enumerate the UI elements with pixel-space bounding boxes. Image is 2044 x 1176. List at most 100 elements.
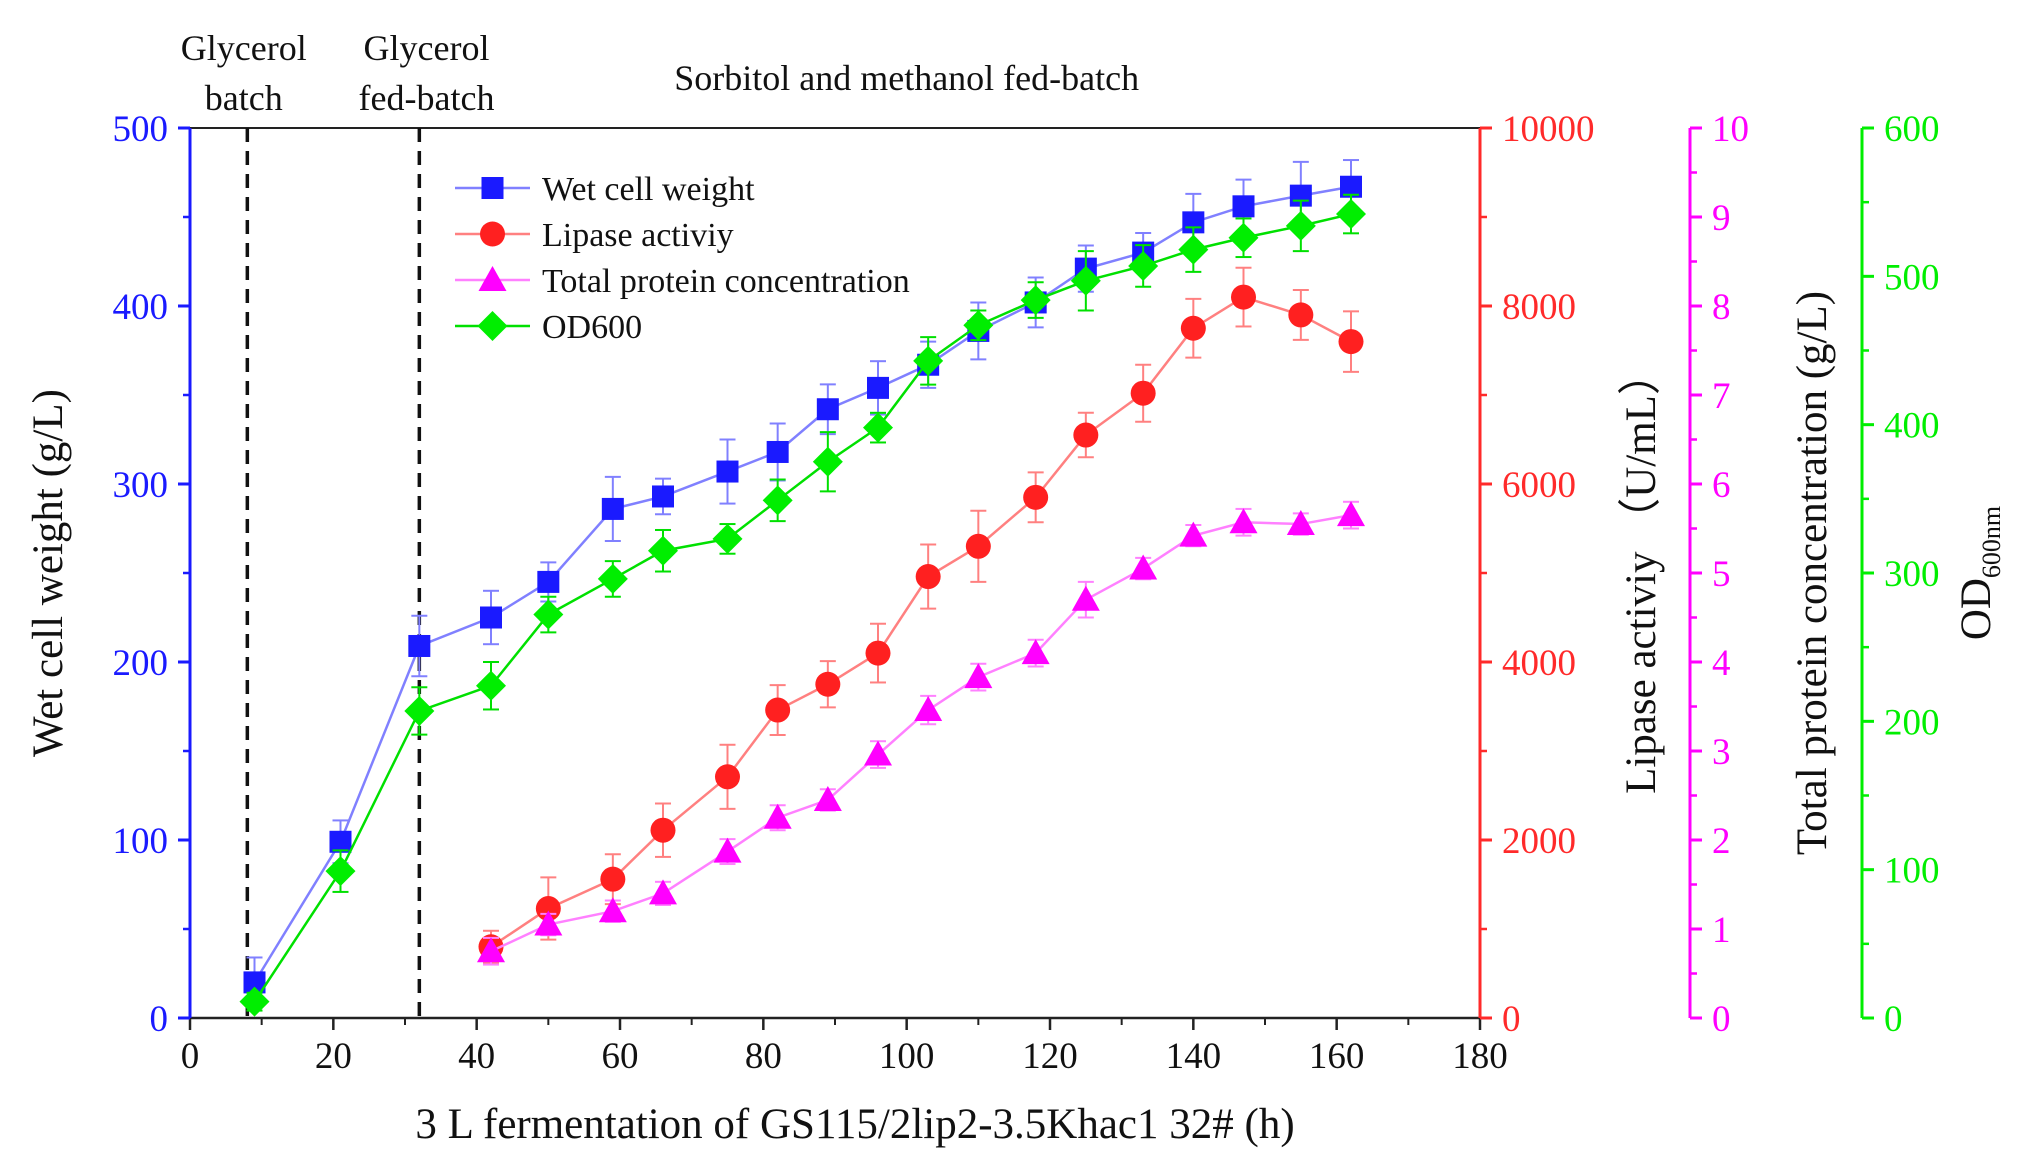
wcw-data-point bbox=[537, 570, 560, 593]
protein-tick-label: 9 bbox=[1712, 198, 1731, 239]
od-data-point bbox=[239, 986, 270, 1017]
protein-data-point bbox=[477, 937, 505, 963]
od-tick-label: 0 bbox=[1884, 999, 1903, 1040]
od-data-point bbox=[1336, 199, 1366, 230]
protein-tick-label: 2 bbox=[1712, 821, 1731, 862]
data-series bbox=[239, 159, 1366, 1017]
lipase-data-point bbox=[815, 671, 841, 697]
od-data-point bbox=[648, 535, 678, 566]
legend-label-wcw: Wet cell weight bbox=[542, 171, 755, 208]
protein-tick-label: 6 bbox=[1712, 465, 1731, 506]
protein-data-point bbox=[763, 803, 792, 829]
legend-marker-od bbox=[477, 311, 508, 341]
lipase-data-point bbox=[650, 817, 676, 843]
od-data-point bbox=[712, 523, 743, 554]
lipase-data-point bbox=[1338, 329, 1364, 355]
legend-marker-protein bbox=[478, 266, 507, 291]
protein-tick-label: 7 bbox=[1712, 376, 1731, 417]
od-data-point bbox=[1228, 222, 1259, 253]
od-axis-title-subscript: 600nm bbox=[1977, 506, 2006, 578]
wcw-data-point bbox=[1340, 175, 1362, 198]
od-data-point bbox=[1178, 234, 1209, 265]
legend-label-od: OD600 bbox=[542, 309, 642, 346]
x-tick-label: 80 bbox=[745, 1036, 782, 1077]
legend-label-lipase: Lipase activiy bbox=[542, 217, 734, 254]
wcw-series-line bbox=[253, 185, 1352, 984]
lipase-data-point bbox=[715, 764, 740, 790]
lipase-tick-label: 6000 bbox=[1502, 465, 1576, 506]
x-tick-label: 0 bbox=[181, 1036, 200, 1077]
lipase-data-point bbox=[765, 697, 791, 723]
x-tick-label: 180 bbox=[1452, 1036, 1508, 1077]
od-data-point bbox=[812, 446, 843, 477]
lipase-data-point bbox=[915, 564, 941, 590]
lipase-tick-label: 8000 bbox=[1502, 287, 1576, 328]
wcw-data-point bbox=[329, 830, 352, 853]
protein-data-point bbox=[964, 663, 993, 689]
od-data-point bbox=[476, 670, 506, 701]
x-axis-title: 3 L fermentation of GS115/2lip2-3.5Khac1… bbox=[415, 1101, 1294, 1148]
protein-data-point bbox=[1286, 510, 1315, 536]
wcw-axis-title: Wet cell weight (g/L) bbox=[25, 389, 72, 757]
protein-tick-label: 1 bbox=[1712, 910, 1731, 951]
x-tick-label: 120 bbox=[1022, 1036, 1078, 1077]
od-axis-title-main: OD bbox=[1953, 578, 2000, 640]
protein-tick-label: 0 bbox=[1712, 999, 1731, 1040]
od-data-point bbox=[963, 310, 994, 341]
phase-label-line2: fed-batch bbox=[359, 78, 495, 118]
lipase-tick-label: 2000 bbox=[1502, 821, 1576, 862]
lipase-data-point bbox=[965, 533, 991, 559]
x-tick-label: 160 bbox=[1309, 1036, 1365, 1077]
wcw-data-point bbox=[408, 634, 431, 657]
phase-label-line2: batch bbox=[205, 78, 283, 118]
lipase-series-line bbox=[490, 295, 1352, 948]
od-axis-title: OD600nm bbox=[1953, 506, 2006, 640]
lipase-tick-label: 0 bbox=[1502, 999, 1521, 1040]
wcw-data-point bbox=[1232, 195, 1255, 218]
od-data-point bbox=[1070, 265, 1101, 296]
wcw-tick-label: 300 bbox=[113, 465, 169, 506]
protein-tick-label: 4 bbox=[1712, 643, 1731, 684]
od-tick-label: 100 bbox=[1884, 851, 1940, 892]
series-lipase bbox=[478, 266, 1364, 964]
protein-tick-label: 10 bbox=[1712, 109, 1749, 150]
od-data-point bbox=[762, 485, 793, 516]
x-tick-label: 40 bbox=[458, 1036, 495, 1077]
wcw-data-point bbox=[816, 398, 839, 421]
od-tick-label: 400 bbox=[1884, 406, 1940, 447]
wcw-data-point bbox=[601, 497, 624, 520]
lipase-data-point bbox=[1231, 284, 1256, 310]
lipase-axis-title: Lipase activiy （U/mL） bbox=[1618, 352, 1665, 794]
od-tick-label: 500 bbox=[1884, 257, 1940, 298]
series-protein bbox=[477, 500, 1365, 966]
od-data-point bbox=[533, 599, 564, 630]
protein-tick-label: 5 bbox=[1712, 554, 1731, 595]
wcw-data-point bbox=[652, 485, 674, 508]
wcw-data-point bbox=[243, 971, 266, 994]
protein-data-point bbox=[864, 740, 892, 766]
phase-annotations: Glycerol batch Glycerol fed-batch Sorbitol a… bbox=[181, 28, 1139, 1018]
protein-data-point bbox=[1021, 639, 1050, 665]
lipase-data-point bbox=[1023, 484, 1049, 510]
od-tick-label: 300 bbox=[1884, 554, 1940, 595]
od-data-point bbox=[325, 856, 356, 887]
phase-label-line1: Glycerol bbox=[364, 28, 490, 68]
lipase-data-point bbox=[1288, 302, 1314, 328]
wcw-tick-label: 500 bbox=[113, 109, 169, 150]
protein-data-point bbox=[1179, 521, 1208, 547]
wcw-data-point bbox=[867, 376, 889, 399]
protein-data-point bbox=[914, 696, 943, 722]
wcw-data-point bbox=[766, 440, 789, 463]
legend-label-protein: Total protein concentration bbox=[542, 263, 910, 300]
protein-axis-title: Total protein concentration (g/L) bbox=[1789, 291, 1836, 855]
protein-data-point bbox=[1229, 508, 1258, 534]
x-tick-label: 140 bbox=[1166, 1036, 1222, 1077]
lipase-data-point bbox=[1130, 380, 1156, 406]
od-data-point bbox=[597, 563, 628, 594]
od-data-point bbox=[404, 695, 435, 726]
protein-data-point bbox=[713, 837, 742, 863]
lipase-data-point bbox=[1180, 315, 1206, 341]
protein-data-point bbox=[534, 910, 563, 936]
